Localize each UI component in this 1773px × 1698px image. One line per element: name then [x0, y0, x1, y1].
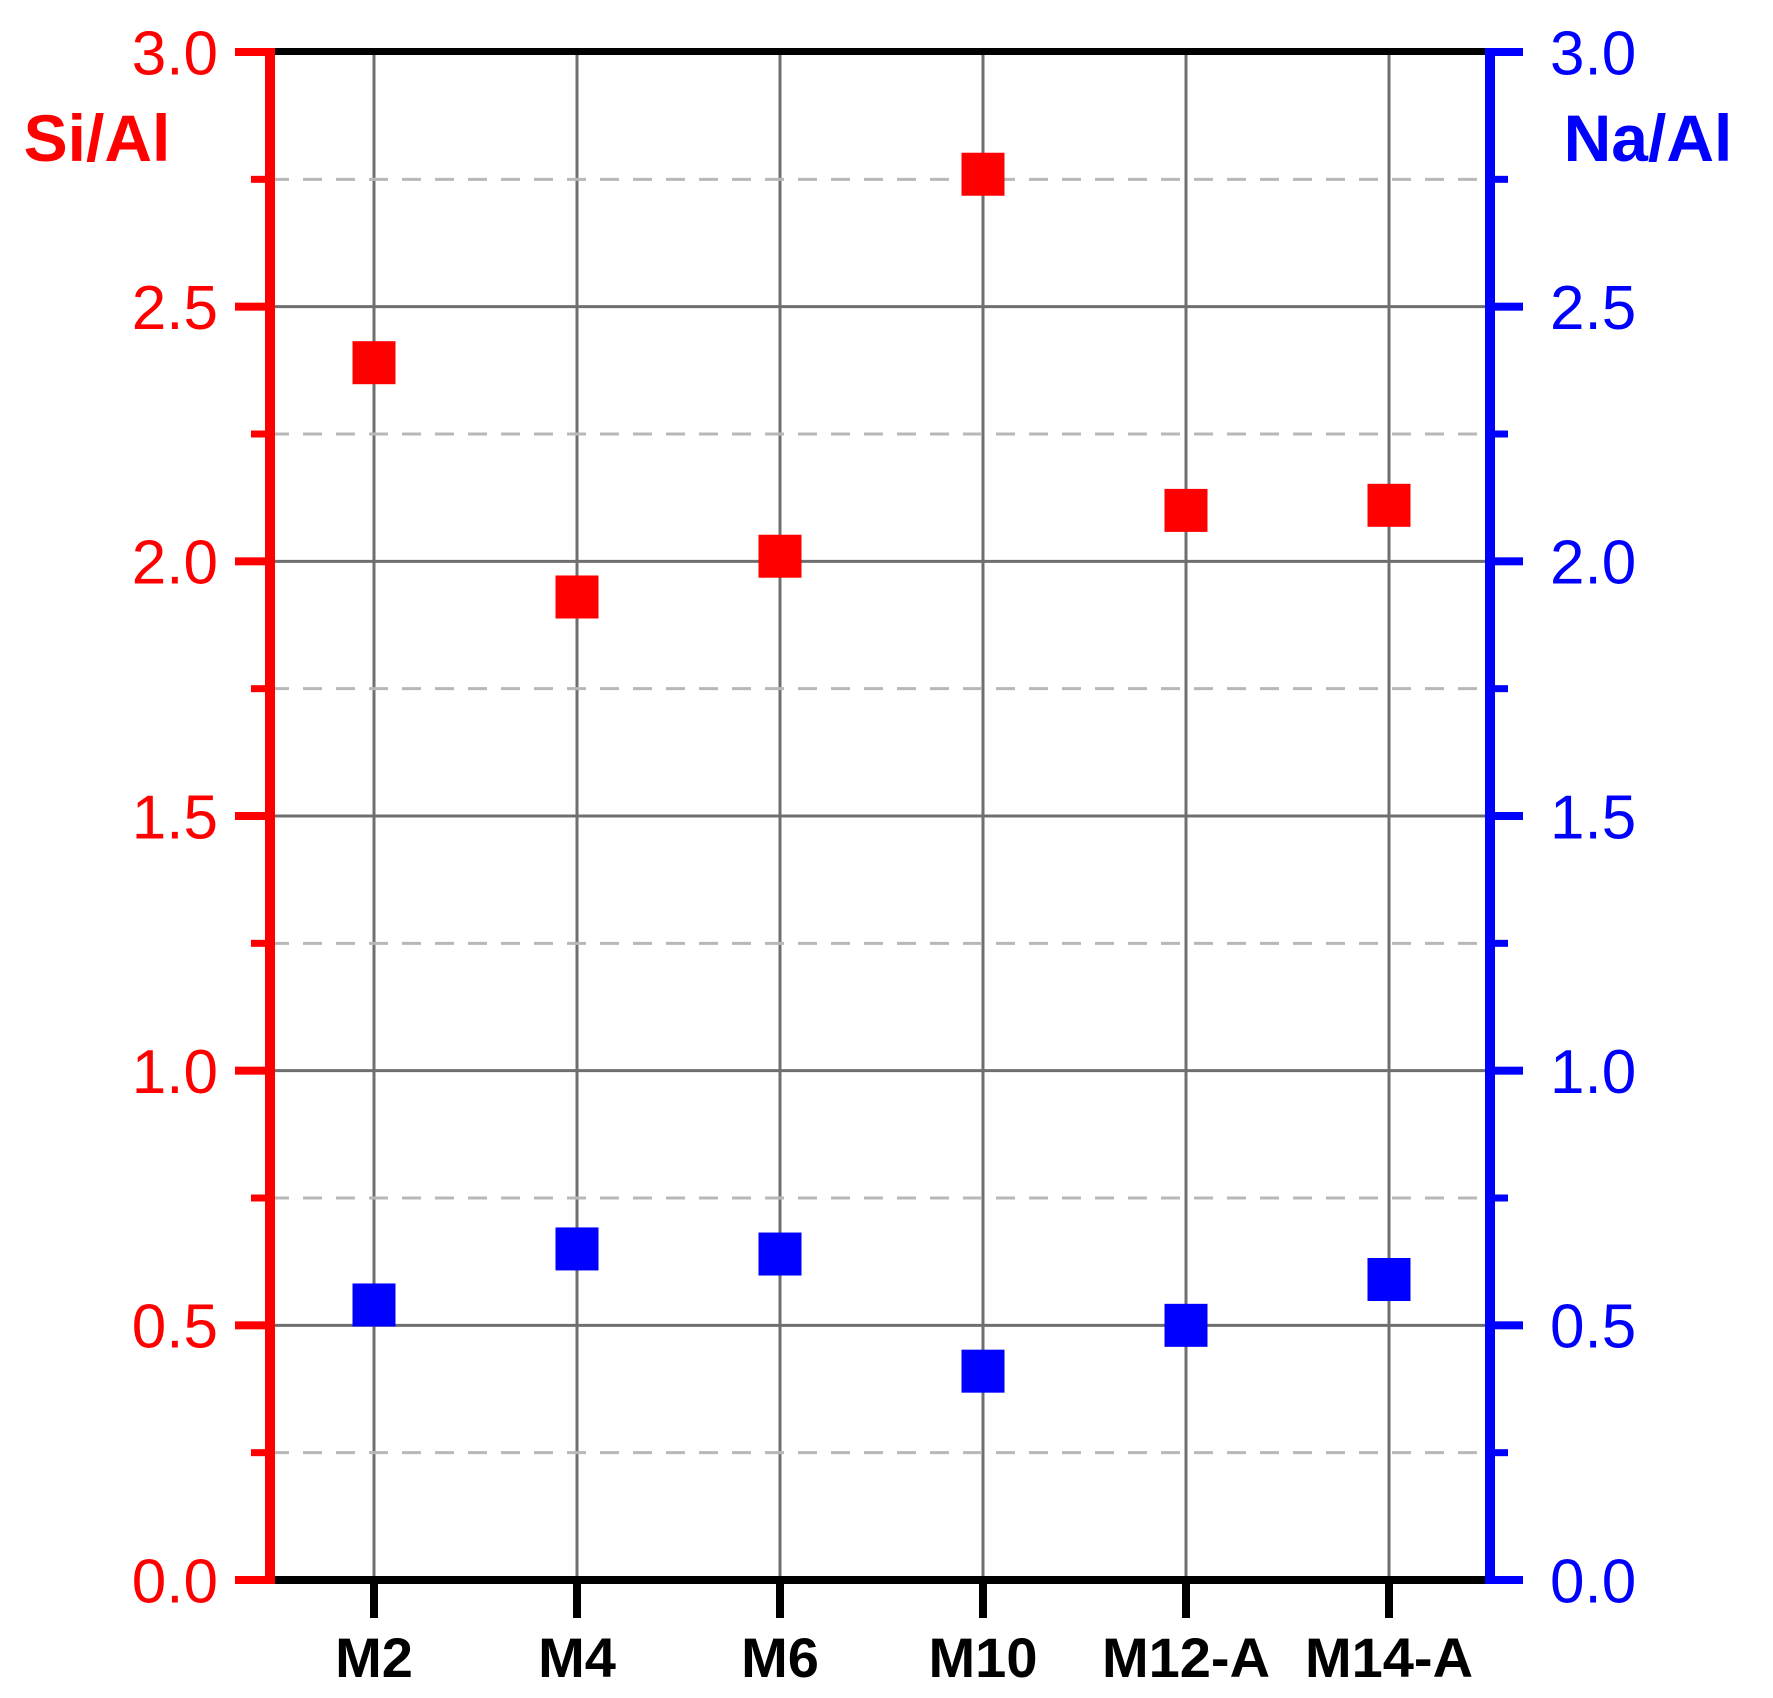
left-axis-title: Si/Al [24, 101, 171, 175]
right-minor-tick-1.75 [1490, 685, 1508, 693]
x-axis-label-M2: M2 [335, 1626, 413, 1689]
left-minor-tick-1.25 [251, 939, 270, 947]
left-minor-tick-0.25 [251, 1449, 270, 1457]
right-major-tick-1.0 [1490, 1066, 1523, 1075]
point-na-al-M10 [961, 1349, 1005, 1393]
left-tick-label-3.0: 3.0 [132, 19, 218, 88]
right-tick-label-1.0: 1.0 [1550, 1038, 1636, 1107]
right-tick-label-0.5: 0.5 [1550, 1293, 1636, 1362]
x-axis-label-M10: M10 [929, 1626, 1038, 1689]
left-tick-label-0.0: 0.0 [132, 1547, 218, 1616]
point-na-al-M6 [758, 1232, 802, 1276]
right-major-tick-2.5 [1490, 302, 1523, 311]
right-major-tick-3.0 [1490, 48, 1523, 56]
x-tick-M6 [776, 1584, 784, 1618]
right-major-tick-0.5 [1490, 1321, 1523, 1330]
x-axis-label-M14-A: M14-A [1305, 1626, 1473, 1689]
left-tick-label-0.5: 0.5 [132, 1293, 218, 1362]
left-major-tick-1.5 [235, 812, 270, 820]
point-si-al-M6 [758, 534, 802, 578]
data-points [352, 152, 1411, 1393]
left-major-tick-3.0 [235, 48, 270, 56]
axis-ticks [235, 48, 1523, 1618]
right-tick-label-3.0: 3.0 [1550, 19, 1636, 88]
left-major-tick-2.0 [235, 557, 270, 566]
point-si-al-M14-A [1367, 483, 1411, 527]
x-tick-M14-A [1385, 1584, 1393, 1618]
left-tick-label-1.5: 1.5 [132, 783, 218, 852]
right-minor-tick-2.75 [1490, 175, 1508, 183]
right-tick-label-2.0: 2.0 [1550, 529, 1636, 598]
point-si-al-M4 [555, 575, 599, 619]
left-minor-tick-0.75 [251, 1194, 270, 1202]
left-major-tick-1.0 [235, 1066, 270, 1075]
x-axis-label-M4: M4 [538, 1626, 616, 1689]
left-tick-label-2.0: 2.0 [132, 529, 218, 598]
x-tick-M10 [979, 1584, 987, 1618]
right-tick-label-0.0: 0.0 [1550, 1547, 1636, 1616]
right-tick-label-2.5: 2.5 [1550, 274, 1636, 343]
right-minor-tick-2.25 [1490, 430, 1508, 438]
point-si-al-M10 [961, 152, 1005, 196]
left-major-tick-0.0 [235, 1576, 270, 1584]
x-tick-M2 [370, 1584, 378, 1618]
right-minor-tick-1.25 [1490, 939, 1508, 947]
point-si-al-M12-A [1164, 488, 1208, 532]
right-minor-tick-0.75 [1490, 1194, 1508, 1202]
left-tick-label-2.5: 2.5 [132, 274, 218, 343]
right-minor-tick-0.25 [1490, 1449, 1508, 1457]
x-tick-M12-A [1182, 1584, 1190, 1618]
bottom-spine [265, 1576, 1498, 1584]
point-na-al-M2 [352, 1283, 396, 1327]
minor-gridlines [270, 177, 1490, 1455]
right-tick-label-1.5: 1.5 [1550, 783, 1636, 852]
left-major-tick-2.5 [235, 302, 270, 311]
right-axis-title: Na/Al [1564, 101, 1733, 175]
right-major-tick-2.0 [1490, 557, 1523, 566]
right-major-tick-1.5 [1490, 812, 1523, 820]
right-major-tick-0.0 [1490, 1576, 1523, 1584]
x-tick-M4 [573, 1584, 581, 1618]
point-na-al-M14-A [1367, 1257, 1411, 1301]
left-minor-tick-1.75 [251, 685, 270, 693]
left-minor-tick-2.25 [251, 430, 270, 438]
left-tick-label-1.0: 1.0 [132, 1038, 218, 1107]
left-minor-tick-2.75 [251, 175, 270, 183]
left-major-tick-0.5 [235, 1321, 270, 1330]
point-na-al-M4 [555, 1227, 599, 1271]
axis-labels: 0.0 0.5 1.0 1.5 2.0 2.5 3.0 0.0 0.5 1.0 1.5 2.0 2.5 3… [24, 19, 1733, 1689]
point-na-al-M12-A [1164, 1303, 1208, 1347]
top-spine [265, 48, 1495, 55]
x-axis-label-M6: M6 [741, 1626, 819, 1689]
x-axis-label-M12-A: M12-A [1102, 1626, 1270, 1689]
major-gridlines [270, 305, 1490, 1327]
point-si-al-M2 [352, 341, 396, 385]
